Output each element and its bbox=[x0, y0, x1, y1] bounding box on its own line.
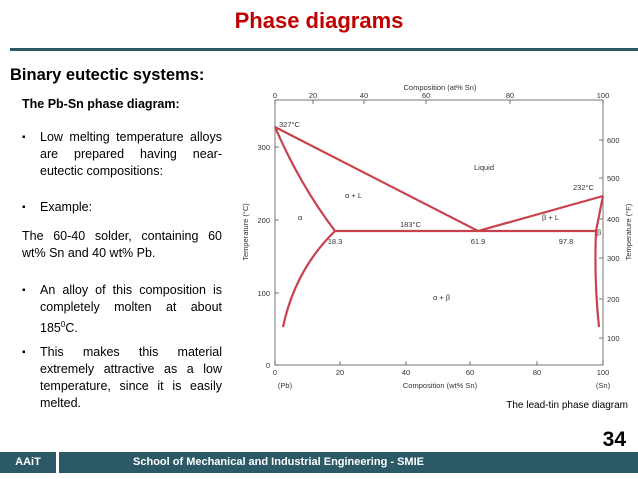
plot-frame bbox=[274, 99, 604, 366]
tick-label: 300 bbox=[607, 254, 620, 263]
label: 327°C bbox=[279, 120, 301, 129]
tick-label: 200 bbox=[257, 216, 270, 225]
heading: The Pb-Sn phase diagram: bbox=[22, 97, 180, 111]
paragraph: ▪ Example: bbox=[22, 199, 222, 216]
tick-label: 100 bbox=[607, 334, 620, 343]
axis-title: Temperature (°C) bbox=[241, 203, 250, 261]
label: 97.8 bbox=[559, 237, 574, 246]
title: Phase diagrams bbox=[234, 8, 404, 33]
subtitle: Binary eutectic systems: bbox=[10, 66, 205, 84]
label: β + L bbox=[542, 213, 559, 222]
text: This makes this material extremely attra… bbox=[40, 345, 222, 410]
ticks bbox=[274, 100, 604, 366]
superscript: 0 bbox=[60, 320, 66, 329]
title-rule bbox=[10, 48, 638, 51]
tick-label: 20 bbox=[336, 368, 344, 377]
tick-label: 300 bbox=[257, 143, 270, 152]
text: An alloy of this composition is complete… bbox=[40, 283, 222, 336]
text: Low melting temperature alloys are prepa… bbox=[40, 130, 222, 178]
bullet: ▪ bbox=[22, 132, 26, 143]
tick-label: 500 bbox=[607, 174, 620, 183]
bullet: ▪ bbox=[22, 202, 26, 213]
page-number: 34 bbox=[602, 428, 626, 451]
label: β bbox=[597, 228, 602, 237]
tick-label: 60 bbox=[466, 368, 474, 377]
label: α bbox=[298, 213, 303, 222]
footer-left: AAiT bbox=[0, 452, 56, 473]
beta-boundary bbox=[594, 195, 605, 328]
tick-label: 0 bbox=[273, 368, 277, 377]
axis-title: Temperature (°F) bbox=[624, 203, 633, 260]
paragraph: ▪ This makes this material extremely attr… bbox=[22, 344, 222, 412]
axis-title: Composition (at% Sn) bbox=[404, 83, 477, 92]
label: 61.9 bbox=[471, 237, 486, 246]
bullet: ▪ bbox=[22, 285, 26, 296]
text: C. bbox=[65, 321, 78, 336]
end-label: (Pb) bbox=[278, 381, 293, 390]
label: α + L bbox=[345, 191, 362, 200]
tick-label: 100 bbox=[597, 368, 610, 377]
paragraph: ▪ Low melting temperature alloys are prep… bbox=[22, 129, 222, 180]
alpha-boundary bbox=[273, 126, 337, 328]
tick-label: 80 bbox=[533, 368, 541, 377]
tick-label: 40 bbox=[402, 368, 410, 377]
tick-label: 40 bbox=[360, 91, 368, 100]
tick-label: 0 bbox=[266, 361, 270, 370]
paragraph: ▪ An alloy of this composition is complet… bbox=[22, 282, 222, 337]
text: The 60-40 solder, containing 60 wt% Sn a… bbox=[22, 229, 222, 260]
tick-label: 20 bbox=[309, 91, 317, 100]
paragraph: The 60-40 solder, containing 60 wt% Sn a… bbox=[22, 228, 222, 262]
tick-label: 100 bbox=[257, 289, 270, 298]
label: 232°C bbox=[573, 183, 595, 192]
tick-label: 60 bbox=[422, 91, 430, 100]
tick-label: 200 bbox=[607, 295, 620, 304]
label: 18.3 bbox=[328, 237, 343, 246]
end-label: (Sn) bbox=[596, 381, 611, 390]
label: α + β bbox=[433, 293, 451, 302]
caption: The lead-tin phase diagram bbox=[506, 400, 628, 411]
tick-label: 80 bbox=[506, 91, 514, 100]
axis-title: Composition (wt% Sn) bbox=[403, 381, 478, 390]
label: Liquid bbox=[474, 163, 494, 172]
tick-label: 0 bbox=[273, 91, 277, 100]
text: Example: bbox=[40, 200, 93, 214]
tick-label: 100 bbox=[597, 91, 610, 100]
label: 183°C bbox=[400, 220, 422, 229]
footer-center: School of Mechanical and Industrial Engi… bbox=[59, 452, 638, 473]
tick-label: 600 bbox=[607, 136, 620, 145]
bullet: ▪ bbox=[22, 347, 26, 358]
tick-label: 400 bbox=[607, 215, 620, 224]
